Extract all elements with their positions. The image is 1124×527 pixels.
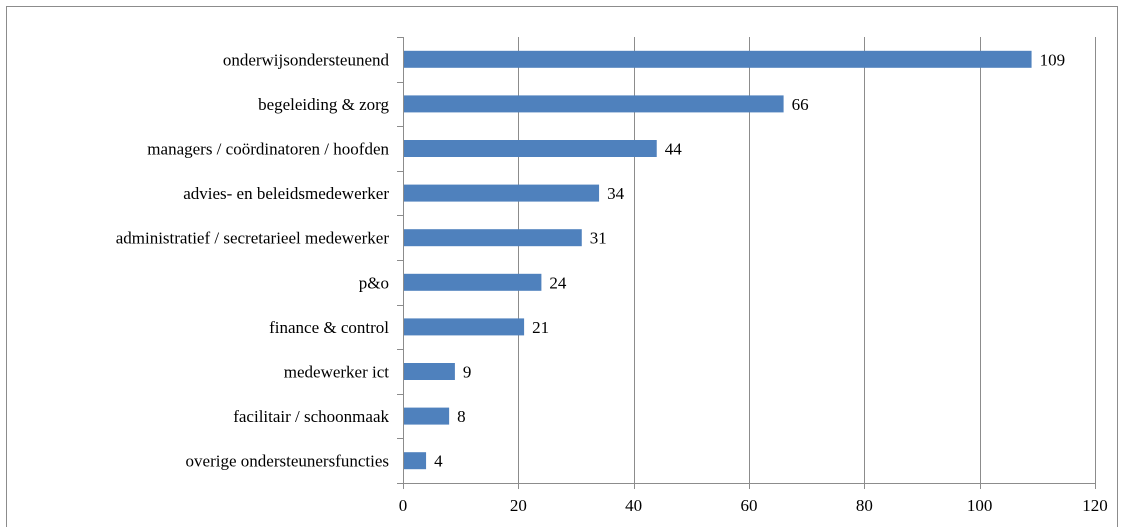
data-label: 31 xyxy=(590,229,607,248)
bar xyxy=(404,95,784,113)
data-label: 44 xyxy=(665,140,683,159)
data-label: 24 xyxy=(549,273,567,292)
bars xyxy=(404,50,1032,470)
category-labels: onderwijsondersteunend begeleiding & zorg… xyxy=(116,50,390,470)
category-label: overige ondersteunersfuncties xyxy=(186,452,389,471)
bar xyxy=(404,229,582,247)
x-tick-label: 80 xyxy=(856,496,873,515)
x-tick-label: 20 xyxy=(510,496,527,515)
bar xyxy=(404,452,427,470)
bar xyxy=(404,318,525,336)
data-label: 66 xyxy=(792,95,809,114)
x-tick-label: 60 xyxy=(741,496,758,515)
category-label: p&o xyxy=(359,273,389,292)
data-labels: 109 66 44 34 31 24 21 9 8 4 xyxy=(434,50,1065,470)
category-label: facilitair / schoonmaak xyxy=(233,407,389,426)
x-tick-label: 120 xyxy=(1082,496,1108,515)
category-label: administratief / secretarieel medewerker xyxy=(116,229,390,248)
bar xyxy=(404,273,542,291)
bar xyxy=(404,140,657,157)
x-tick-label: 100 xyxy=(967,496,993,515)
x-tick-labels: 0 20 40 60 80 100 120 xyxy=(399,496,1108,515)
bar xyxy=(404,407,450,425)
data-label: 8 xyxy=(457,407,466,426)
category-label: begeleiding & zorg xyxy=(258,95,389,114)
category-label: finance & control xyxy=(269,318,389,337)
x-tick-label: 40 xyxy=(625,496,642,515)
data-label: 4 xyxy=(434,452,443,471)
data-label: 34 xyxy=(607,184,625,203)
category-label: managers / coördinatoren / hoofden xyxy=(147,140,389,159)
data-label: 9 xyxy=(463,363,472,382)
data-label: 21 xyxy=(532,318,549,337)
data-label: 109 xyxy=(1040,50,1066,69)
category-label: advies- en beleidsmedewerker xyxy=(183,184,389,203)
chart-frame xyxy=(6,6,1118,527)
bar xyxy=(404,363,455,380)
x-tick-label: 0 xyxy=(399,496,408,515)
axes xyxy=(397,37,1096,489)
category-label: onderwijsondersteunend xyxy=(223,50,390,69)
bar xyxy=(404,50,1032,68)
bar xyxy=(404,184,600,202)
category-label: medewerker ict xyxy=(284,363,390,382)
